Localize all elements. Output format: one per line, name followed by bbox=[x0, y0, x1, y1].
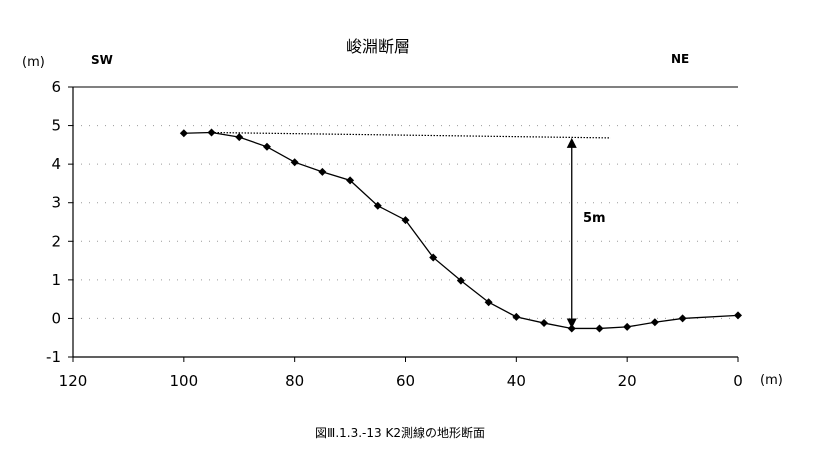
y-tick-label: 6 bbox=[51, 78, 61, 96]
x-tick-label: 60 bbox=[396, 372, 415, 390]
data-point bbox=[373, 201, 382, 210]
data-point bbox=[650, 318, 659, 327]
data-point bbox=[179, 129, 188, 138]
data-point bbox=[567, 324, 576, 333]
data-point bbox=[401, 216, 410, 225]
annotation-arrow-head-bottom bbox=[566, 318, 577, 329]
x-tick-label: 100 bbox=[170, 372, 199, 390]
data-point bbox=[346, 176, 355, 185]
data-point bbox=[484, 298, 493, 307]
chart-title: 峻淵断層 bbox=[346, 37, 410, 56]
ne-label: NE bbox=[671, 52, 689, 66]
x-tick-label: 120 bbox=[59, 372, 88, 390]
y-tick-label: 4 bbox=[51, 155, 61, 173]
figure-caption: 図Ⅲ.1.3.-13 K2測線の地形断面 bbox=[315, 425, 485, 440]
data-point bbox=[318, 167, 327, 176]
x-unit-label: (m) bbox=[760, 373, 783, 388]
y-tick-labels: 6 5 4 3 2 1 0 -1 bbox=[46, 78, 73, 366]
data-point bbox=[429, 253, 438, 262]
x-tick-label: 40 bbox=[507, 372, 526, 390]
data-point bbox=[456, 276, 465, 285]
y-tick-label: 0 bbox=[51, 309, 61, 327]
data-point bbox=[290, 158, 299, 167]
y-tick-label: 5 bbox=[51, 117, 61, 135]
x-tick-label: 0 bbox=[733, 372, 743, 390]
annotation-arrow-head-top bbox=[566, 137, 577, 148]
data-point bbox=[512, 312, 521, 321]
y-tick-label: 1 bbox=[51, 271, 61, 289]
x-tick-label: 80 bbox=[285, 372, 304, 390]
sw-label: SW bbox=[91, 53, 113, 67]
y-tick-label: 3 bbox=[51, 194, 61, 212]
data-point bbox=[595, 324, 604, 333]
y-tick-label: -1 bbox=[46, 348, 61, 366]
data-point bbox=[207, 128, 216, 137]
annotation-label: 5m bbox=[583, 211, 606, 226]
series-line bbox=[183, 131, 739, 330]
data-point bbox=[734, 311, 742, 320]
reference-line-group bbox=[211, 131, 611, 139]
data-point bbox=[235, 133, 244, 142]
x-tick-label: 20 bbox=[618, 372, 637, 390]
y-unit-label: (m) bbox=[22, 55, 45, 70]
series-profile bbox=[179, 128, 742, 333]
x-tick-labels: 120 100 80 60 40 20 0 bbox=[59, 357, 743, 390]
data-point bbox=[262, 142, 271, 151]
data-point bbox=[678, 314, 687, 323]
data-point bbox=[623, 322, 632, 331]
height-annotation bbox=[566, 137, 577, 329]
reference-line bbox=[211, 131, 611, 139]
data-point bbox=[540, 319, 549, 328]
y-tick-label: 2 bbox=[51, 232, 61, 250]
